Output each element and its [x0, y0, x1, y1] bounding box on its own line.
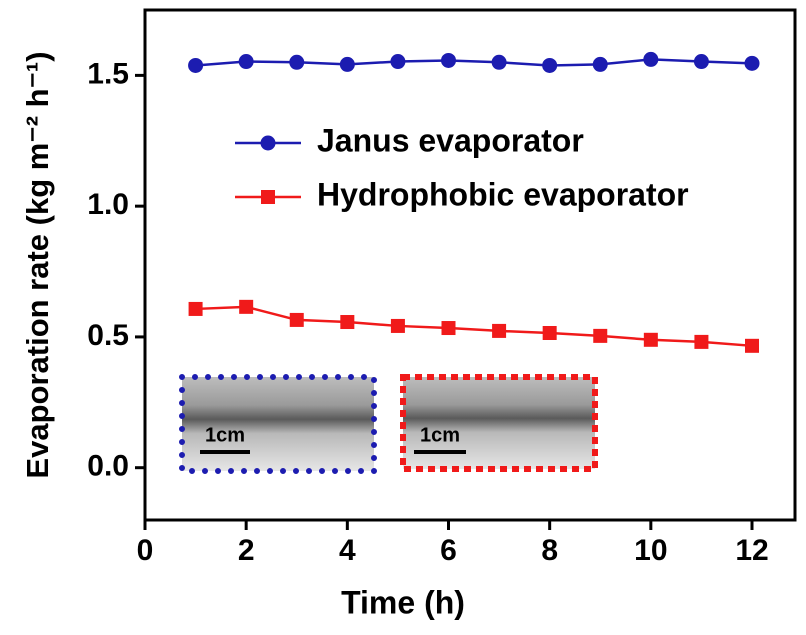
- plot-frame: [143, 8, 797, 522]
- marker: [390, 54, 406, 70]
- marker: [593, 328, 608, 343]
- marker: [390, 318, 405, 333]
- x-tick-label: 6: [440, 534, 457, 567]
- scale-label: 1cm: [420, 424, 460, 446]
- marker: [643, 51, 659, 67]
- marker: [261, 190, 275, 204]
- marker: [188, 57, 204, 73]
- y-tick-label: 1.0: [87, 188, 129, 221]
- marker: [441, 52, 457, 68]
- inset-photo-hydrophobic: [400, 374, 598, 472]
- x-tick-label: 12: [735, 534, 768, 567]
- marker: [340, 315, 355, 330]
- scale-label: 1cm: [205, 424, 245, 446]
- x-axis-label: Time (h): [341, 584, 465, 620]
- marker: [289, 54, 305, 70]
- marker: [260, 135, 276, 151]
- inset-photo-janus: [179, 374, 377, 474]
- marker: [239, 299, 254, 314]
- x-tick-label: 0: [137, 534, 154, 567]
- y-tick-label: 0.0: [87, 450, 129, 483]
- marker: [542, 57, 558, 73]
- marker: [491, 54, 507, 70]
- y-axis-label: Evaporation rate (kg m⁻² h⁻¹): [20, 51, 55, 478]
- marker: [745, 338, 760, 353]
- marker: [441, 321, 456, 336]
- legend-label: Hydrophobic evaporator: [317, 176, 689, 212]
- marker: [694, 334, 709, 349]
- y-tick-label: 0.5: [87, 319, 129, 352]
- marker: [188, 301, 203, 316]
- series-line: [195, 305, 753, 348]
- marker: [339, 56, 355, 72]
- marker: [492, 323, 507, 338]
- x-tick-label: 8: [541, 534, 558, 567]
- x-tick-label: 4: [339, 534, 356, 567]
- marker: [289, 312, 304, 327]
- series-line: [195, 58, 753, 67]
- marker: [643, 332, 658, 347]
- marker: [542, 326, 557, 340]
- marker: [693, 54, 709, 70]
- x-tick-label: 2: [238, 534, 255, 567]
- marker: [238, 54, 254, 70]
- marker: [744, 55, 760, 71]
- x-tick-label: 10: [634, 534, 667, 567]
- legend-label: Janus evaporator: [317, 122, 584, 158]
- y-tick-label: 1.5: [87, 57, 129, 90]
- marker: [592, 56, 608, 72]
